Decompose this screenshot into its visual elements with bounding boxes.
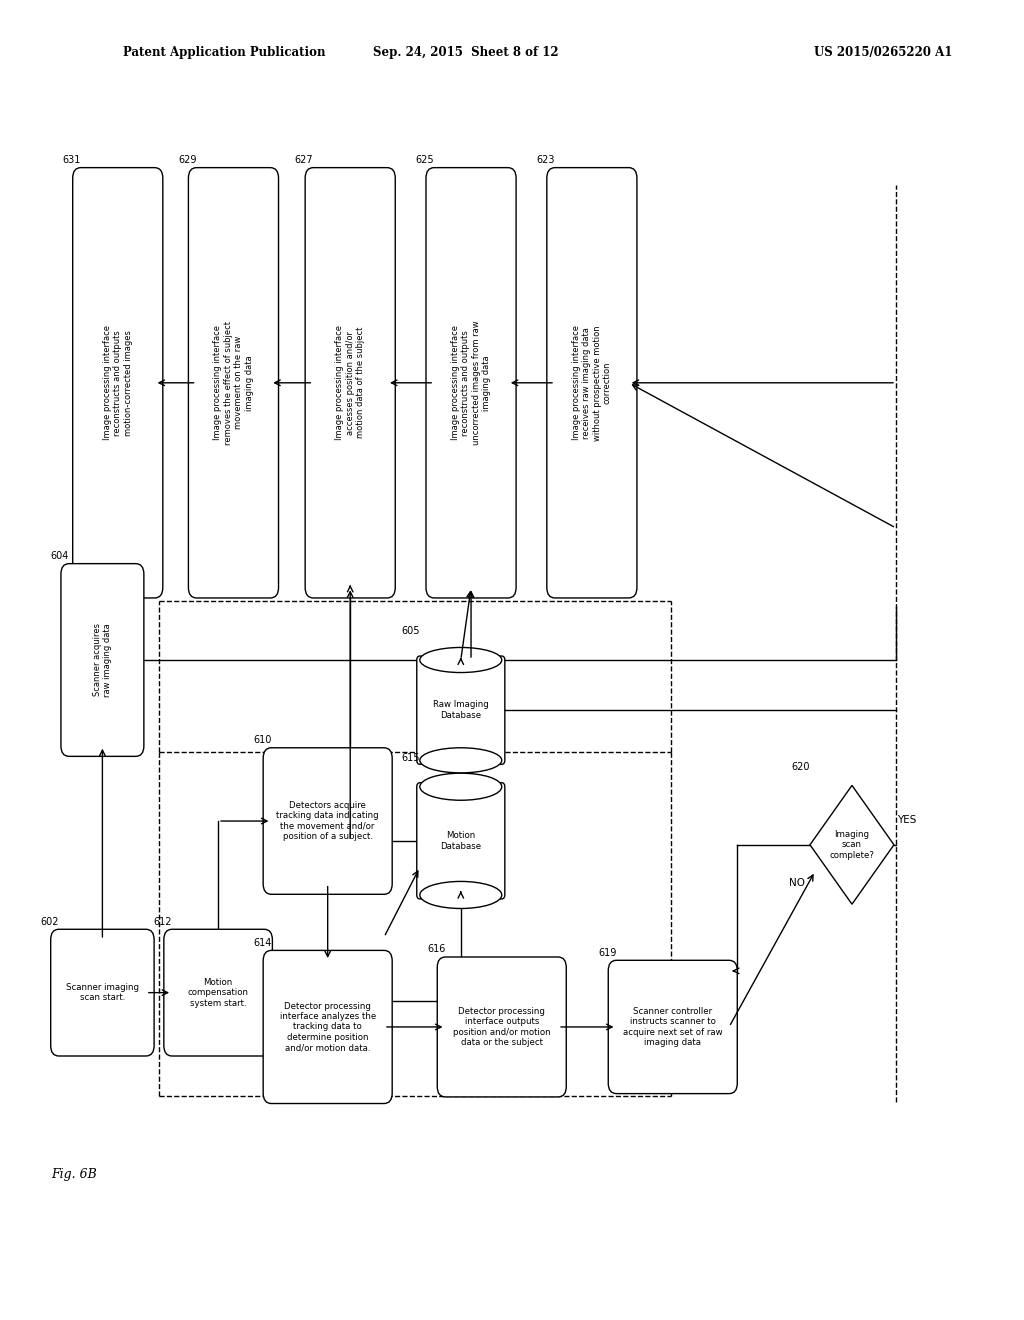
FancyBboxPatch shape [51,929,155,1056]
Text: Detector processing
interface analyzes the
tracking data to
determine position
a: Detector processing interface analyzes t… [280,1002,376,1052]
Text: Image processing interface
reconstructs and outputs
motion-corrected images: Image processing interface reconstructs … [102,325,133,441]
Text: Motion
compensation
system start.: Motion compensation system start. [187,978,249,1007]
Text: 605: 605 [401,626,420,636]
Text: 631: 631 [62,154,81,165]
Ellipse shape [420,774,502,800]
Text: Imaging
scan
complete?: Imaging scan complete? [829,830,874,859]
FancyBboxPatch shape [263,747,392,895]
Text: Raw Imaging
Database: Raw Imaging Database [433,701,488,719]
Text: Sep. 24, 2015  Sheet 8 of 12: Sep. 24, 2015 Sheet 8 of 12 [373,46,559,59]
Text: 610: 610 [253,735,271,744]
Ellipse shape [420,747,502,772]
Text: Scanner imaging
scan start.: Scanner imaging scan start. [66,983,139,1002]
FancyBboxPatch shape [164,929,272,1056]
Text: Scanner controller
instructs scanner to
acquire next set of raw
imaging data: Scanner controller instructs scanner to … [623,1007,723,1047]
Text: 604: 604 [51,550,70,561]
Text: 625: 625 [416,154,434,165]
Text: 623: 623 [537,154,555,165]
FancyBboxPatch shape [547,168,637,598]
FancyBboxPatch shape [305,168,395,598]
FancyBboxPatch shape [417,656,505,764]
Text: Image processing interface
reconstructs and outputs
uncorrected images from raw
: Image processing interface reconstructs … [451,321,492,445]
Text: Image processing interface
receives raw imaging data
without prospective motion
: Image processing interface receives raw … [571,325,612,441]
Text: Scanner acquires
raw imaging data: Scanner acquires raw imaging data [93,623,112,697]
Text: 616: 616 [427,944,445,954]
FancyBboxPatch shape [73,168,163,598]
Text: Detector processing
interface outputs
position and/or motion
data or the subject: Detector processing interface outputs po… [453,1007,551,1047]
Text: 602: 602 [40,916,59,927]
Text: 629: 629 [178,154,197,165]
FancyBboxPatch shape [437,957,566,1097]
FancyBboxPatch shape [426,168,516,598]
Text: 614: 614 [253,937,271,948]
Text: Image processing interface
accesses position and/or
motion data of the subject: Image processing interface accesses posi… [335,325,366,441]
Text: YES: YES [897,814,916,825]
FancyBboxPatch shape [608,961,737,1093]
Text: 612: 612 [154,916,172,927]
Text: Motion
Database: Motion Database [440,832,481,850]
Text: Patent Application Publication: Patent Application Publication [123,46,326,59]
Text: 615: 615 [401,752,420,763]
Text: Fig. 6B: Fig. 6B [51,1168,97,1181]
Ellipse shape [420,882,502,908]
FancyBboxPatch shape [188,168,279,598]
Text: 620: 620 [792,762,810,772]
FancyBboxPatch shape [417,783,505,899]
Text: 627: 627 [295,154,313,165]
FancyBboxPatch shape [61,564,143,756]
Text: US 2015/0265220 A1: US 2015/0265220 A1 [814,46,952,59]
Text: Image processing interface
removes the effect of subject
movement on the raw
ima: Image processing interface removes the e… [213,321,254,445]
Polygon shape [810,785,894,904]
Text: 619: 619 [598,948,616,958]
FancyBboxPatch shape [263,950,392,1104]
Text: Detectors acquire
tracking data indicating
the movement and/or
position of a sub: Detectors acquire tracking data indicati… [276,801,379,841]
Text: NO: NO [788,878,805,888]
Ellipse shape [420,648,502,672]
